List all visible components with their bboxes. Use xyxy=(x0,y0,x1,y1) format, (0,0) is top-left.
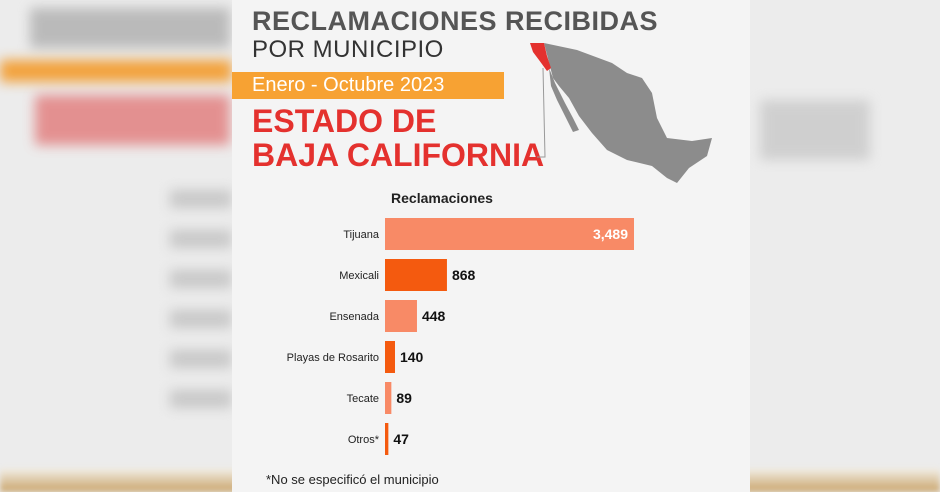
bar-2 xyxy=(385,300,417,332)
blurred-background-right xyxy=(760,100,870,160)
state-line-1: ESTADO DE xyxy=(252,103,437,139)
value-label: 448 xyxy=(422,308,446,324)
blurred-background-band xyxy=(0,60,232,82)
category-label: Ensenada xyxy=(329,311,379,323)
infographic-panel: RECLAMACIONES RECIBIDAS POR MUNICIPIO En… xyxy=(232,0,750,492)
value-label: 47 xyxy=(393,431,409,447)
mexico-map-body xyxy=(544,43,712,183)
value-label: 89 xyxy=(396,390,412,406)
blurred-background-rows xyxy=(170,190,232,410)
blurred-background-heading xyxy=(30,8,230,48)
blurred-background-red-text xyxy=(35,95,230,145)
category-label: Playas de Rosarito xyxy=(287,352,379,364)
bar-3 xyxy=(385,341,395,373)
subtitle: POR MUNICIPIO xyxy=(252,36,444,63)
state-line-2: BAJA CALIFORNIA xyxy=(252,137,545,173)
category-label: Otros* xyxy=(348,434,380,446)
chart-title: Reclamaciones xyxy=(391,190,493,206)
value-label: 3,489 xyxy=(593,226,628,242)
category-label: Tijuana xyxy=(343,229,380,241)
period-label: Enero - Octubre 2023 xyxy=(252,74,445,96)
bar-chart: Reclamaciones Tijuana 3,489 Mexicali 868 Ens… xyxy=(287,190,634,455)
value-label: 140 xyxy=(400,349,424,365)
sonora-peninsula xyxy=(549,68,579,132)
bar-5 xyxy=(385,423,389,455)
bar-1 xyxy=(385,259,447,291)
state-name: ESTADO DE BAJA CALIFORNIA xyxy=(252,104,544,172)
title: RECLAMACIONES RECIBIDAS xyxy=(252,6,659,36)
bar-0 xyxy=(385,218,634,250)
footnote: *No se especificó el municipio xyxy=(266,472,439,487)
baja-california-highlight xyxy=(530,43,551,71)
category-label: Tecate xyxy=(347,393,379,405)
bar-4 xyxy=(385,382,392,414)
value-label: 868 xyxy=(452,267,476,283)
category-label: Mexicali xyxy=(339,270,379,282)
mexico-map-icon xyxy=(530,43,712,183)
period-band: Enero - Octubre 2023 xyxy=(232,72,504,99)
